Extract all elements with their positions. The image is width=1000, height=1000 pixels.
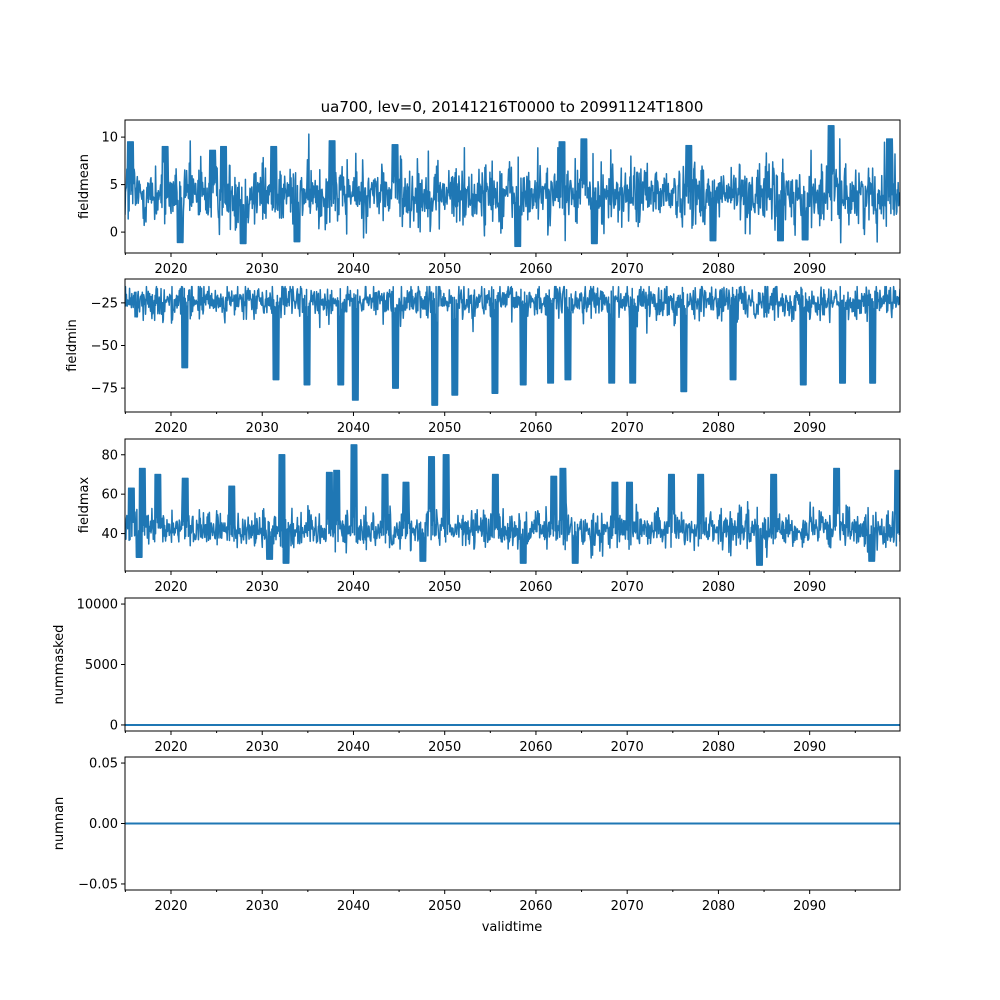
series-line-fieldmax	[125, 444, 900, 566]
y-axis-label-fieldmax: fieldmax	[77, 477, 92, 534]
y-axis-label-fieldmin: fieldmin	[65, 319, 80, 372]
panel-fieldmean: 0 5 10 2020 2030 2040 2050 2060 2070 2080 2090 fiel…	[77, 119, 901, 277]
y-tick-label: 0	[110, 718, 118, 733]
x-tick-label: 2030	[246, 740, 279, 755]
y-tick-label: −50	[91, 339, 118, 354]
x-tick-label: 2060	[519, 421, 552, 436]
x-tick-label: 2050	[428, 740, 461, 755]
y-tick-label: 10000	[77, 598, 118, 613]
x-tick-label: 2090	[793, 421, 826, 436]
x-tick-label: 2040	[337, 740, 370, 755]
x-tick-label: 2030	[246, 262, 279, 277]
x-tick-label: 2030	[246, 899, 279, 914]
x-tick-label: 2020	[154, 421, 187, 436]
x-tick-label: 2050	[428, 580, 461, 595]
y-tick-label: 5	[110, 178, 118, 193]
panel-nummasked: 0 5000 10000 2020 2030 2040 2050 2060 2070 2080 20…	[52, 597, 901, 755]
x-tick-label: 2080	[702, 740, 735, 755]
x-tick-label: 2090	[793, 262, 826, 277]
x-tick-label: 2020	[154, 899, 187, 914]
y-tick-label: 40	[101, 527, 118, 542]
panel-fieldmin: −25 −50 −75 2020 2030 2040 2050 2060 2070 2080 209…	[65, 278, 901, 436]
x-tick-label: 2080	[702, 421, 735, 436]
y-tick-label: 10	[101, 131, 118, 146]
x-tick-label: 2080	[702, 899, 735, 914]
x-tick-label: 2070	[611, 580, 644, 595]
y-axis-label-numnan: numnan	[52, 797, 67, 851]
series-line-fieldmean	[125, 124, 900, 248]
x-tick-label: 2070	[611, 262, 644, 277]
y-tick-label: 0	[110, 226, 118, 241]
axes-frame	[124, 119, 901, 254]
x-tick-label: 2030	[246, 580, 279, 595]
y-tick-label: 5000	[85, 658, 118, 673]
x-tick-label: 2060	[519, 262, 552, 277]
y-tick-label: −0.05	[78, 877, 118, 892]
y-axis-label-fieldmean: fieldmean	[77, 154, 92, 219]
x-tick-label: 2020	[154, 740, 187, 755]
x-tick-label: 2020	[154, 580, 187, 595]
x-tick-label: 2020	[154, 262, 187, 277]
axes-frame	[124, 438, 901, 572]
x-tick-label: 2040	[337, 262, 370, 277]
y-tick-label: −25	[91, 296, 118, 311]
series-line-fieldmin	[125, 285, 900, 406]
x-tick-label: 2050	[428, 262, 461, 277]
x-tick-label: 2090	[793, 740, 826, 755]
x-tick-label: 2060	[519, 899, 552, 914]
x-tick-label: 2040	[337, 899, 370, 914]
x-tick-label: 2070	[611, 421, 644, 436]
x-tick-label: 2060	[519, 740, 552, 755]
x-tick-label: 2050	[428, 899, 461, 914]
chart-title: ua700, lev=0, 20141216T0000 to 20991124T…	[321, 98, 704, 116]
x-tick-label: 2070	[611, 740, 644, 755]
x-tick-label: 2080	[702, 580, 735, 595]
y-tick-label: −75	[91, 382, 118, 397]
x-tick-label: 2040	[337, 580, 370, 595]
y-tick-label: 80	[101, 448, 118, 463]
panel-numnan: −0.05 0.00 0.05 2020 2030 2040 2050 2060 2070 208…	[52, 756, 901, 914]
y-tick-label: 0.00	[89, 817, 118, 832]
x-tick-label: 2060	[519, 580, 552, 595]
x-tick-label: 2030	[246, 421, 279, 436]
x-tick-label: 2050	[428, 421, 461, 436]
x-tick-label: 2090	[793, 899, 826, 914]
y-tick-label: 0.05	[89, 757, 118, 772]
x-tick-label: 2090	[793, 580, 826, 595]
x-tick-label: 2040	[337, 421, 370, 436]
x-tick-label: 2070	[611, 899, 644, 914]
axes-frame	[124, 597, 901, 732]
y-tick-label: 60	[101, 488, 118, 503]
y-axis-label-nummasked: nummasked	[52, 625, 67, 705]
x-axis-label: validtime	[482, 920, 543, 935]
x-tick-label: 2080	[702, 262, 735, 277]
panel-fieldmax: 40 60 80 2020 2030 2040 2050 2060 2070 2080 2090 fi…	[77, 438, 901, 595]
